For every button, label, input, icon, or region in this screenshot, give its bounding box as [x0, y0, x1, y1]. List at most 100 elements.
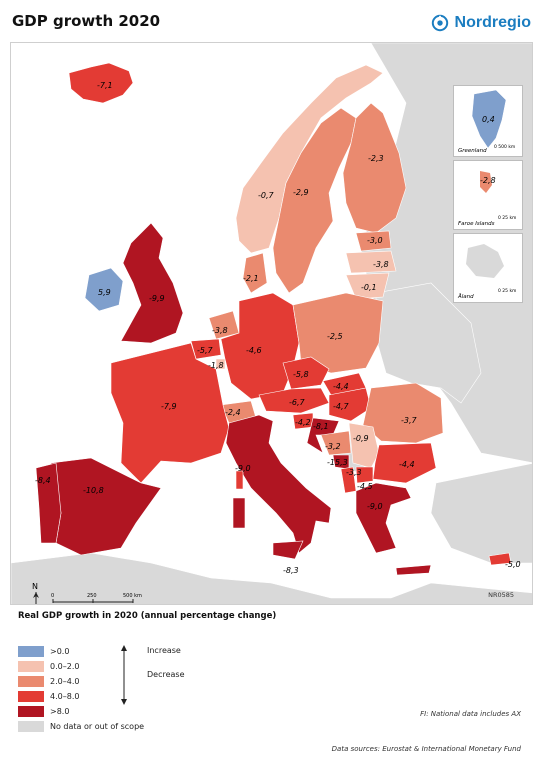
scale-label-0: 0	[51, 593, 54, 599]
legend-item-2-4: 2.0–4.0	[18, 675, 79, 687]
note: FI: National data includes AX	[420, 710, 521, 718]
increase-decrease-arrow-icon	[121, 645, 127, 705]
label-cyprus: -5,0	[505, 560, 521, 569]
region-denmark	[242, 252, 268, 294]
land-turkey	[430, 463, 532, 564]
land-ukraine-belarus	[375, 282, 482, 404]
legend-label: 4.0–8.0	[50, 691, 80, 701]
region-uk	[120, 222, 184, 344]
legend-swatch	[18, 705, 44, 717]
legend-swatch	[18, 660, 44, 672]
nordregio-logo: Nordregio	[431, 14, 531, 32]
legend-label: No data or out of scope	[50, 721, 145, 731]
decrease-label: Decrease	[147, 670, 185, 679]
region-ireland	[84, 267, 124, 312]
legend-item-4-8: 4.0–8.0	[18, 690, 79, 702]
region-crete	[395, 564, 432, 576]
label-montenegro: -15,3	[327, 458, 348, 467]
scale-label-250: 250	[87, 593, 97, 599]
legend-item-no-data: No data or out of scope	[18, 720, 144, 732]
region-sicily	[272, 540, 304, 560]
label-latvia: -3,8	[373, 260, 389, 269]
region-portugal	[35, 462, 62, 544]
label-poland: -2,5	[327, 332, 343, 341]
region-hungary	[328, 387, 372, 422]
north-label: N	[32, 582, 38, 591]
region-romania	[362, 382, 444, 444]
label-switzerland: -2,4	[225, 408, 241, 417]
map-frame: -7,1 5,9 -9,9 -0,7 -2,9 -2,3 -3,0 -3,8 -…	[10, 42, 533, 605]
label-serbia: -0,9	[353, 434, 369, 443]
label-estonia: -3,0	[367, 236, 383, 245]
region-luxembourg	[215, 358, 226, 370]
inset-faroe-name: Faroe Islands	[458, 221, 495, 227]
label-italy: -9,0	[235, 464, 251, 473]
region-sweden	[272, 107, 357, 294]
legend-swatch	[18, 720, 44, 732]
inset-faroe-value: -2,8	[480, 176, 496, 185]
label-germany: -4,6	[246, 346, 262, 355]
inset-greenland-map: 0,4 Greenland 0 500 km	[458, 89, 515, 154]
region-finland	[342, 102, 407, 234]
legend: Real GDP growth in 2020 (annual percenta…	[10, 605, 533, 768]
label-albania: -3,3	[346, 468, 362, 477]
region-norway	[235, 64, 384, 254]
label-czechia: -5,8	[293, 370, 309, 379]
data-sources: Data sources: Eurostat & International M…	[331, 745, 521, 753]
inset-aland-scale: 0 25 km	[498, 288, 516, 294]
label-austria: -6,7	[289, 398, 306, 407]
region-lithuania	[345, 272, 390, 300]
legend-item-increase: >0.0	[18, 645, 69, 657]
region-corsica	[235, 470, 244, 490]
region-croatia	[306, 417, 340, 454]
label-bosnia: -3,2	[325, 442, 341, 451]
region-north-macedonia	[355, 466, 374, 484]
region-estonia	[355, 230, 392, 252]
inset-faroe-map: -2,8 Faroe Islands 0 25 km	[458, 171, 516, 227]
label-portugal: -8,4	[35, 476, 51, 485]
header: GDP growth 2020 Nordregio	[0, 0, 543, 42]
label-france: -7,9	[161, 402, 177, 411]
region-bosnia	[320, 430, 352, 456]
label-slovakia: -4,4	[333, 382, 349, 391]
label-romania: -3,7	[401, 416, 418, 425]
legend-label: 0.0–2.0	[50, 661, 80, 671]
legend-label: 2.0–4.0	[50, 676, 80, 686]
label-spain: -10,8	[83, 486, 104, 495]
inset-aland-map: Åland 0 25 km	[457, 244, 516, 300]
region-czechia	[282, 356, 330, 390]
inset-greenland: 0,4 Greenland 0 500 km	[453, 85, 523, 157]
legend-swatch	[18, 645, 44, 657]
inset-faroe-scale: 0 25 km	[498, 215, 516, 221]
inset-faroe: -2,8 Faroe Islands 0 25 km	[453, 160, 523, 230]
label-finland: -2,3	[368, 154, 384, 163]
region-latvia	[345, 250, 397, 274]
nordregio-logo-text: Nordregio	[454, 14, 531, 31]
north-arrow-icon: N	[32, 582, 39, 604]
label-croatia: -8,1	[313, 422, 329, 431]
inset-greenland-scale: 0 500 km	[494, 144, 515, 150]
inset-greenland-value: 0,4	[482, 115, 495, 124]
ref-code: NR0585	[488, 591, 514, 599]
map-title: GDP growth 2020	[12, 12, 161, 30]
label-uk: -9,9	[149, 294, 165, 303]
label-netherlands: -3,8	[212, 326, 228, 335]
region-sardinia	[232, 497, 246, 529]
region-iceland	[68, 62, 134, 104]
label-north-macedonia: -4,5	[357, 482, 373, 491]
label-ireland: 5,9	[98, 288, 111, 297]
region-poland	[292, 292, 384, 374]
label-malta: -8,3	[283, 566, 299, 575]
legend-title: Real GDP growth in 2020 (annual percenta…	[18, 611, 277, 621]
region-bulgaria	[372, 442, 437, 484]
label-sweden: -2,9	[293, 188, 309, 197]
scale-bar: 0 250 500 km	[51, 593, 142, 603]
label-denmark: -2,1	[243, 274, 259, 283]
label-slovenia: -4,2	[295, 418, 311, 427]
label-luxembourg: -1,8	[208, 361, 224, 370]
label-hungary: -4,7	[333, 402, 350, 411]
legend-item-0-2: 0.0–2.0	[18, 660, 79, 672]
inset-aland: Åland 0 25 km	[453, 233, 523, 303]
scale-label-500: 500 km	[123, 593, 142, 599]
legend-item-8: >8.0	[18, 705, 69, 717]
